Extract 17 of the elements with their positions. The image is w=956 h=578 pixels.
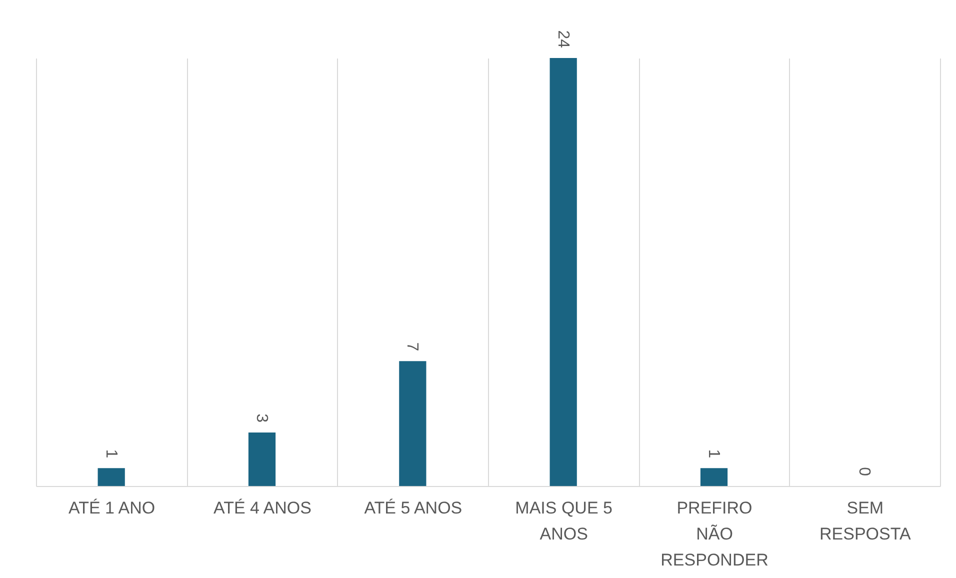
data-label: 1 — [102, 449, 120, 458]
bar — [700, 468, 728, 486]
x-tick-label: ATÉ 1 ANO — [68, 498, 156, 518]
data-label: 1 — [705, 449, 722, 458]
bar — [550, 58, 577, 486]
bar — [399, 361, 426, 486]
x-tick-label: MAIS QUE 5 ANOS — [515, 498, 612, 544]
data-label: 3 — [253, 414, 270, 423]
bar — [98, 468, 125, 486]
x-tick-label: PREFIRO NÃO RESPONDER — [660, 498, 768, 570]
data-label: 7 — [404, 342, 421, 352]
data-label: 0 — [856, 467, 873, 476]
x-tick-label: SEM RESPOSTA — [820, 498, 912, 544]
x-tick-label: ATÉ 5 ANOS — [364, 498, 462, 518]
x-tick-label: ATÉ 4 ANOS — [214, 498, 312, 518]
bar — [248, 432, 276, 486]
data-label: 24 — [554, 30, 572, 48]
